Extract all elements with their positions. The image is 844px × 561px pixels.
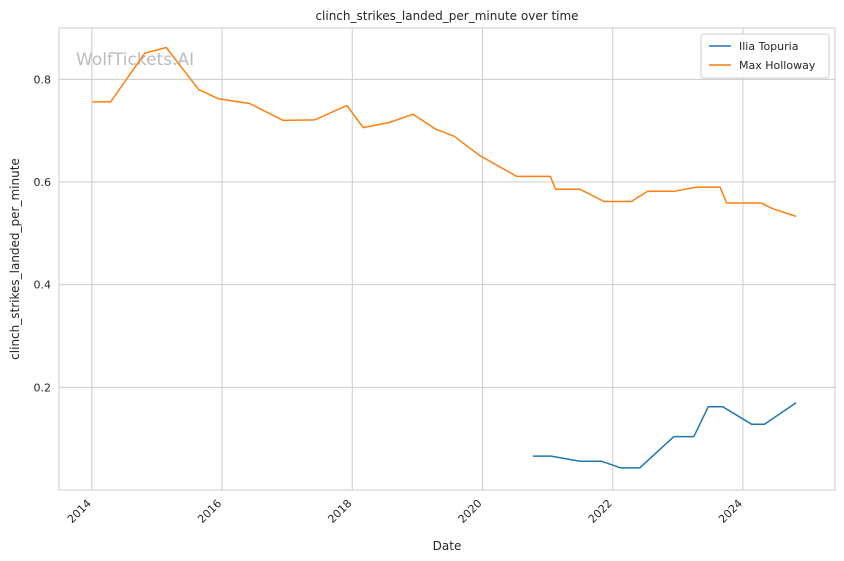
series-line-1 — [92, 46, 797, 218]
x-tick-label: 2020 — [456, 497, 485, 526]
watermark-text: WolfTickets.AI — [76, 50, 194, 70]
x-tick-label: 2024 — [716, 497, 745, 526]
y-tick-label: 0.2 — [34, 381, 52, 394]
plot-frame — [58, 27, 836, 491]
chart-title: clinch_strikes_landed_per_minute over ti… — [315, 9, 578, 23]
y-tick-label: 0.4 — [34, 279, 52, 292]
x-axis-label: Date — [433, 539, 462, 553]
x-tick-label: 2016 — [195, 497, 224, 526]
x-tick-label: 2018 — [325, 497, 354, 526]
y-axis-label: clinch_strikes_landed_per_minute — [8, 158, 22, 360]
series-line-0 — [532, 402, 797, 469]
legend-label: Max Holloway — [739, 59, 816, 72]
y-tick-label: 0.8 — [34, 73, 52, 86]
legend-box — [700, 33, 830, 79]
y-tick-label: 0.6 — [34, 176, 52, 189]
x-tick-label: 2014 — [65, 497, 94, 526]
legend-label: Ilia Topuria — [739, 40, 798, 53]
x-tick-label: 2022 — [586, 497, 615, 526]
